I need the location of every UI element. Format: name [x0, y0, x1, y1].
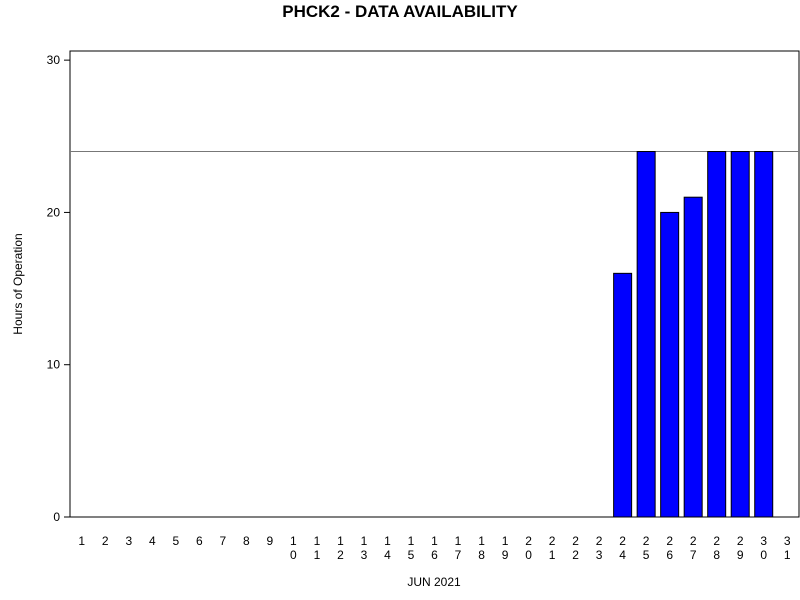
plot-frame: [69, 50, 800, 518]
x-tick-label: 2: [102, 534, 109, 548]
x-tick-label: 1: [78, 534, 85, 548]
x-tick-label: 9: [267, 534, 274, 548]
bar: [636, 151, 656, 518]
x-axis-label: JUN 2021: [407, 575, 461, 589]
bar: [683, 196, 703, 518]
y-axis-label: Hours of Operation: [11, 233, 25, 334]
bar: [730, 151, 750, 518]
y-tick-label: 0: [53, 510, 60, 524]
x-tick-label: 8: [243, 534, 250, 548]
bar: [613, 272, 633, 518]
bar: [660, 211, 680, 518]
x-tick-label: 3: [125, 534, 132, 548]
y-tick-label: 10: [47, 358, 61, 372]
x-tick-label: 7: [220, 534, 227, 548]
bar: [754, 151, 774, 518]
bar: [707, 151, 727, 518]
x-tick-label: 4: [149, 534, 156, 548]
x-tick-label: 5: [172, 534, 179, 548]
chart-title: PHCK2 - DATA AVAILABILITY: [282, 2, 518, 21]
x-tick-label: 6: [196, 534, 203, 548]
y-tick-label: 30: [47, 53, 61, 67]
y-tick-label: 20: [47, 205, 61, 219]
